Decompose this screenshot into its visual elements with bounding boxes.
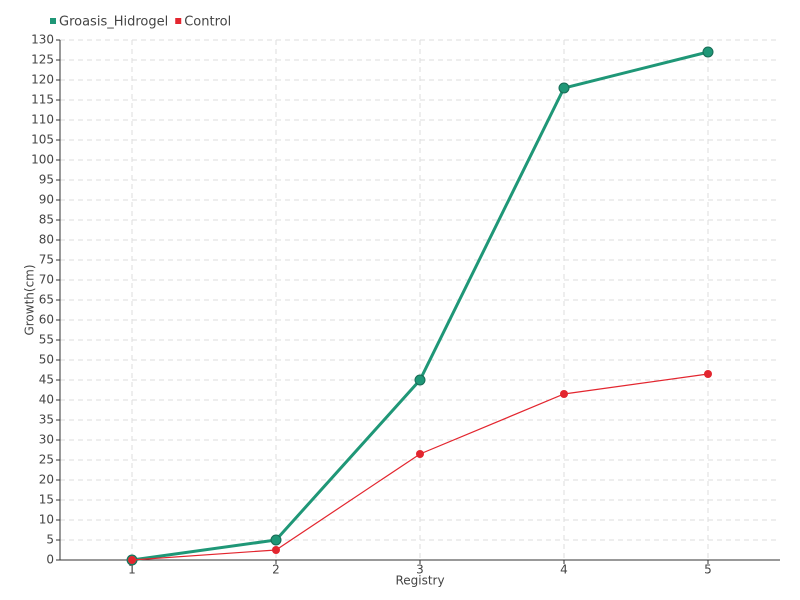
y-tick-label: 35 <box>39 413 54 427</box>
y-tick-label: 15 <box>39 493 54 507</box>
y-tick-label: 70 <box>39 273 54 287</box>
y-tick-label: 110 <box>31 113 54 127</box>
y-tick-label: 50 <box>39 353 54 367</box>
y-tick-label: 45 <box>39 373 54 387</box>
point <box>558 82 570 94</box>
y-tick-label: 85 <box>39 213 54 227</box>
y-tick-label: 80 <box>39 233 54 247</box>
legend-swatch <box>50 18 56 24</box>
x-tick-label: 1 <box>128 563 136 577</box>
legend-swatch <box>175 18 182 24</box>
point <box>702 46 714 58</box>
y-tick-label: 5 <box>46 533 54 547</box>
y-tick-label: 130 <box>31 33 54 47</box>
y-tick-label: 120 <box>31 73 54 87</box>
y-tick-label: 125 <box>31 53 54 67</box>
y-tick-label: 115 <box>31 93 54 107</box>
y-tick-label: 20 <box>39 473 54 487</box>
x-tick-label: 5 <box>704 563 712 577</box>
x-tick-label: 4 <box>560 563 568 577</box>
y-axis-label: Growth(cm) <box>23 264 37 335</box>
y-tick-label: 75 <box>39 253 54 267</box>
y-tick-label: 105 <box>31 133 54 147</box>
y-tick-label: 95 <box>39 173 54 187</box>
y-tick-label: 40 <box>39 393 54 407</box>
legend-label: Groasis_Hidrogel <box>59 15 168 30</box>
point <box>128 556 136 564</box>
y-tick-label: 0 <box>46 553 54 567</box>
point <box>704 370 712 378</box>
y-tick-label: 30 <box>39 433 54 447</box>
x-axis-label: Registry <box>395 574 444 588</box>
point <box>560 390 568 398</box>
legend-label: Control <box>184 15 231 30</box>
y-tick-label: 25 <box>39 453 54 467</box>
x-tick-label: 3 <box>416 563 424 577</box>
point <box>272 546 280 554</box>
y-tick-label: 65 <box>39 293 54 307</box>
y-tick-label: 55 <box>39 333 54 347</box>
x-tick-label: 2 <box>272 563 280 577</box>
point <box>416 450 424 458</box>
point <box>414 374 426 386</box>
y-tick-label: 100 <box>31 153 54 167</box>
y-tick-label: 60 <box>39 313 54 327</box>
y-tick-label: 10 <box>39 513 54 527</box>
y-tick-label: 90 <box>39 193 54 207</box>
point <box>270 534 282 546</box>
